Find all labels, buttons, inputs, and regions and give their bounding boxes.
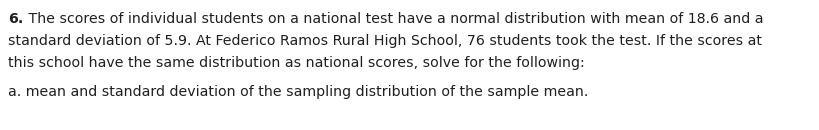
Text: standard deviation of 5.9. At Federico Ramos Rural High School, 76 students took: standard deviation of 5.9. At Federico R…	[8, 34, 762, 48]
Text: 6.: 6.	[8, 12, 24, 26]
Text: a. mean and standard deviation of the sampling distribution of the sample mean.: a. mean and standard deviation of the sa…	[8, 85, 588, 99]
Text: The scores of individual students on a national test have a normal distribution : The scores of individual students on a n…	[25, 12, 764, 26]
Text: this school have the same distribution as national scores, solve for the followi: this school have the same distribution a…	[8, 56, 585, 70]
